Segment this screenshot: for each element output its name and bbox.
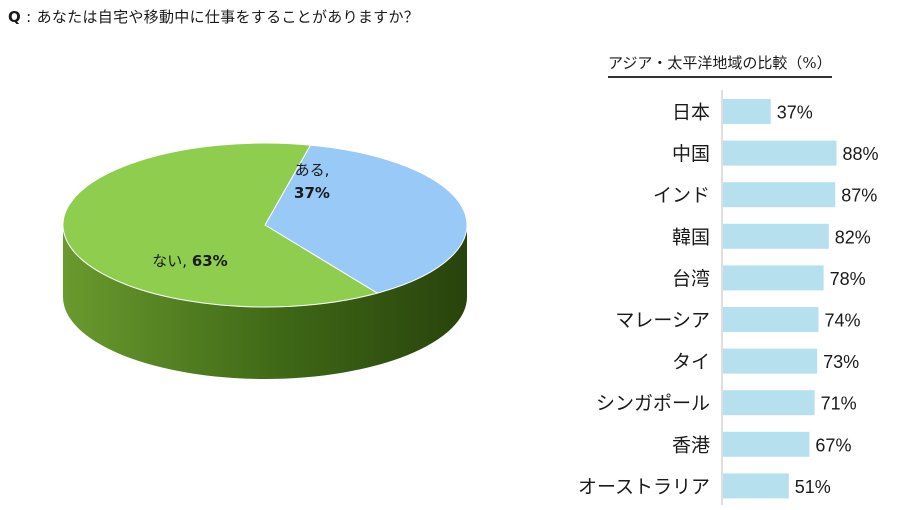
bar-9 — [723, 473, 789, 499]
bar-value-label: 78% — [830, 269, 866, 289]
bar-chart-title: アジア・太平洋地域の比較（%） — [608, 52, 832, 78]
bar-category-label: タイ — [672, 351, 710, 373]
pie-side-wall — [63, 225, 467, 379]
bar-6 — [723, 348, 818, 374]
pie-slice-1 — [62, 142, 379, 308]
bar-1 — [723, 140, 837, 166]
bar-value-label: 88% — [843, 144, 879, 164]
bar-value-label: 37% — [777, 103, 813, 123]
bar-category-label: 中国 — [672, 143, 710, 165]
bar-4 — [723, 265, 824, 291]
bar-8 — [723, 431, 810, 457]
pie-label-value: 37% — [294, 184, 330, 202]
bar-category-label: オーストラリア — [578, 476, 710, 498]
bar-value-label: 82% — [835, 227, 871, 247]
bar-3 — [723, 223, 829, 249]
bar-value-label: 87% — [841, 186, 877, 206]
pie-chart: ある, 37% ない, 63% — [62, 142, 468, 379]
bar-value-label: 67% — [815, 435, 851, 455]
bar-value-label: 74% — [824, 311, 860, 331]
bar-category-label: 香港 — [672, 434, 710, 456]
bar-value-label: 71% — [821, 394, 857, 414]
question-body: あなたは自宅や移動中に仕事をすることがありますか？ — [36, 8, 420, 26]
bar-category-label: 台湾 — [672, 268, 710, 290]
bar-5 — [723, 307, 819, 332]
pie-slice-0 — [264, 144, 468, 294]
bar-7 — [723, 390, 815, 416]
bar-value-label: 51% — [795, 477, 831, 497]
bar-category-label: マレーシア — [615, 310, 710, 332]
bar-0 — [723, 99, 771, 124]
bar-value-label: 73% — [823, 352, 859, 372]
bar-category-label: シンガポール — [596, 393, 710, 415]
bar-category-label: 韓国 — [672, 226, 710, 248]
bar-category-label: インド — [653, 185, 710, 207]
question-prefix: Q — [8, 8, 22, 26]
pie-label-name: ある, — [295, 161, 330, 179]
pie-label: ない, 63% — [152, 252, 227, 270]
bar-2 — [723, 182, 836, 208]
question-text: Q : あなたは自宅や移動中に仕事をすることがありますか？ — [8, 8, 420, 26]
bar-category-label: 日本 — [672, 102, 710, 124]
